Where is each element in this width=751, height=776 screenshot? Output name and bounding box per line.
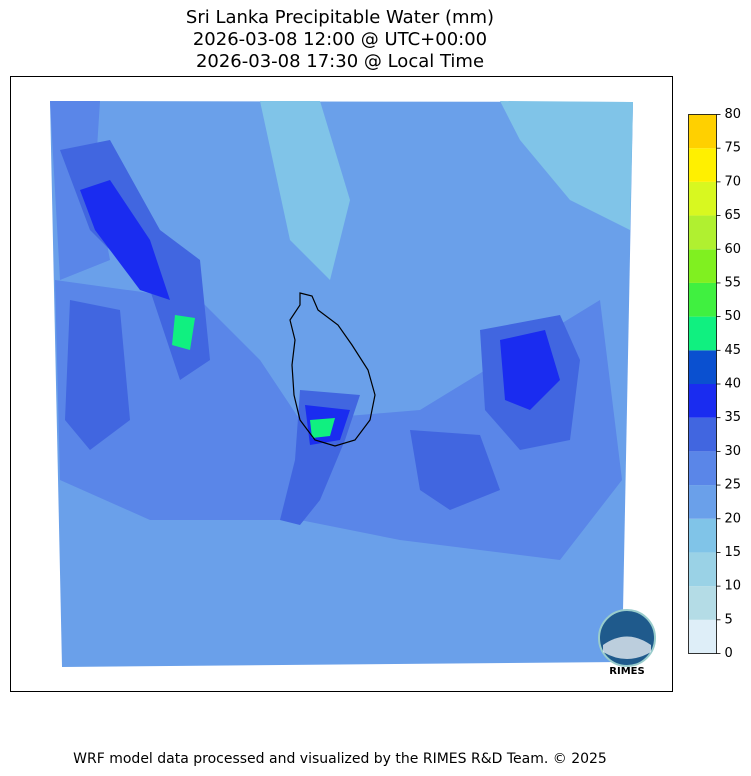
colorbar-tick-label: 70 (725, 174, 742, 189)
colorbar-band (688, 586, 717, 620)
title-line: 2026-03-08 17:30 @ Local Time (196, 51, 484, 72)
colorbar-band (688, 181, 717, 216)
colorbar-tick-label: 60 (725, 242, 742, 257)
colorbar-tick-label: 25 (725, 478, 742, 493)
logo: RIMES (598, 609, 656, 677)
colorbar-tick-label: 10 (725, 579, 742, 594)
colorbar: 0 5 10 15 20 25 30 35 40 45 50 55 60 65 70 75 80 (688, 107, 742, 661)
colorbar-tick-label: 35 (725, 410, 742, 425)
colorbar-tick-label: 0 (725, 646, 733, 661)
colorbar-tick-label: 80 (725, 107, 742, 122)
colorbar-tick-label: 40 (725, 377, 742, 392)
colorbar-band (688, 384, 717, 418)
title-line: 2026-03-08 12:00 @ UTC+00:00 (193, 29, 487, 50)
colorbar-tick-label: 5 (725, 612, 733, 627)
colorbar-band (688, 451, 717, 486)
title-line: Sri Lanka Precipitable Water (mm) (186, 7, 494, 28)
colorbar-band (688, 249, 717, 283)
colorbar-band (688, 518, 717, 553)
colorbar-tick-label: 20 (725, 511, 742, 526)
colorbar-tick-label: 15 (725, 545, 742, 560)
colorbar-band (688, 316, 717, 351)
colorbar-band (688, 114, 717, 149)
footer: WRF model data processed and visualized … (73, 751, 607, 767)
colorbar-band (688, 619, 717, 654)
map-field (50, 101, 633, 667)
colorbar-band (688, 282, 717, 317)
map-frame (10, 76, 673, 692)
colorbar-tick-label: 75 (725, 141, 742, 156)
colorbar-frame (688, 114, 717, 654)
colorbar-band (688, 148, 717, 182)
colorbar-tick-label: 65 (725, 208, 742, 223)
colorbar-band (688, 215, 717, 250)
colorbar-tick-label: 55 (725, 275, 742, 290)
colorbar-tick-label: 50 (725, 309, 742, 324)
logo-text: RIMES (609, 666, 644, 677)
colorbar-tick-label: 30 (725, 444, 742, 459)
colorbar-band (688, 350, 717, 384)
colorbar-band (688, 552, 717, 587)
colorbar-tick-label: 45 (725, 343, 742, 358)
colorbar-band (688, 485, 717, 519)
colorbar-band (688, 417, 717, 452)
